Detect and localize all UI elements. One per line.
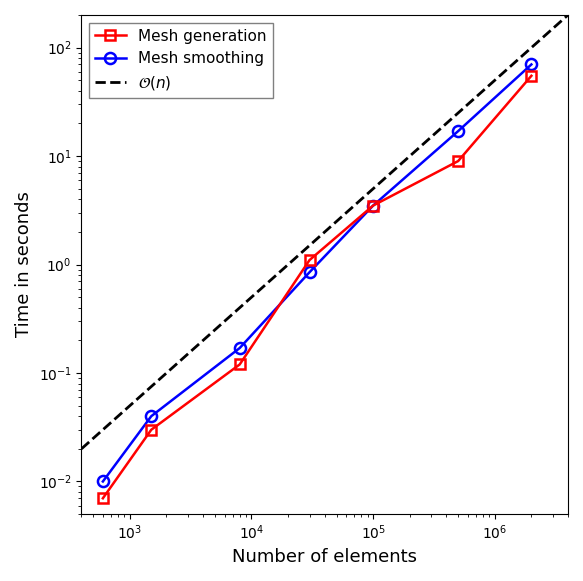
Legend: Mesh generation, Mesh smoothing, $\mathcal{O}(n)$: Mesh generation, Mesh smoothing, $\mathc…	[89, 23, 273, 98]
Line: Mesh generation: Mesh generation	[98, 71, 536, 503]
Mesh generation	[370, 202, 377, 209]
Mesh smoothing	[370, 202, 377, 209]
Mesh generation	[236, 361, 243, 368]
Mesh generation	[306, 257, 313, 264]
Mesh generation	[99, 495, 106, 502]
Mesh generation	[147, 426, 154, 433]
Mesh smoothing	[455, 128, 462, 135]
Mesh smoothing	[99, 478, 106, 485]
X-axis label: Number of elements: Number of elements	[232, 548, 417, 566]
Mesh smoothing	[147, 413, 154, 419]
Line: Mesh smoothing: Mesh smoothing	[97, 59, 537, 487]
Mesh smoothing	[236, 345, 243, 352]
Mesh smoothing	[306, 269, 313, 276]
Mesh smoothing	[528, 61, 535, 68]
Mesh generation	[528, 72, 535, 79]
Y-axis label: Time in seconds: Time in seconds	[15, 192, 33, 338]
Mesh generation	[455, 157, 462, 164]
